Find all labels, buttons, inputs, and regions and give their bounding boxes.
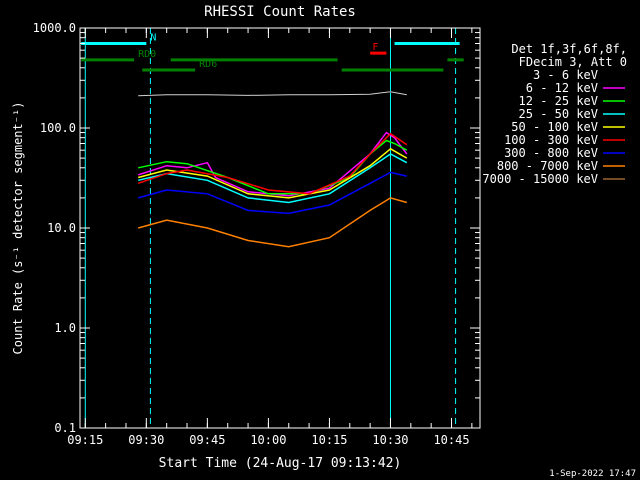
y-tick-label: 1000.0	[33, 21, 76, 35]
annotation-label: F	[372, 42, 378, 53]
x-tick-label: 10:15	[311, 433, 347, 447]
x-tick-label: 09:45	[189, 433, 225, 447]
annotation-label: RD6	[199, 59, 217, 70]
legend-header-line-2: FDecim 3, Att 0	[519, 55, 627, 69]
x-tick-label: 09:15	[67, 433, 103, 447]
series-line	[138, 147, 408, 199]
y-tick-label: 10.0	[47, 221, 76, 235]
x-tick-label: 10:00	[250, 433, 286, 447]
legend-entry-label: 300 - 800 keV	[504, 146, 598, 160]
legend-entry-label: 25 - 50 keV	[519, 107, 598, 121]
annotation-layer: N RD0 RD6 F	[81, 32, 464, 72]
y-tick-label: 1.0	[54, 321, 76, 335]
legend-header-line-1: Det 1f,3f,6f,8f,	[511, 42, 627, 56]
legend-entry-label: 100 - 300 keV	[504, 133, 598, 147]
legend-entry-label: 50 - 100 keV	[511, 120, 598, 134]
series-line	[137, 171, 407, 215]
y-axis-label: Count Rate (s⁻¹ detector segment⁻¹)	[11, 102, 25, 355]
annotation-label: N	[150, 32, 156, 43]
legend-entry-label: 3 - 6 keV	[533, 68, 598, 82]
x-axis-label: Start Time (24-Aug-17 09:13:42)	[159, 456, 402, 471]
legend-entry-label: 7000 - 15000 keV	[482, 172, 598, 186]
axis-layer: 0.1 1.0 10.0 100.0 1000.0 09:15 09:30 09:45 10:0…	[33, 21, 480, 447]
y-tick-label: 100.0	[40, 121, 76, 135]
chart-title: RHESSI Count Rates	[204, 4, 356, 20]
series-line-low-energy	[138, 91, 407, 97]
annotation-label: RD0	[138, 49, 156, 60]
series-line	[137, 132, 408, 195]
y-tick-label: 0.1	[54, 421, 76, 435]
legend-entry-label: 12 - 25 keV	[519, 94, 598, 108]
series-layer	[137, 91, 408, 248]
legend-entry-label: 6 - 12 keV	[526, 81, 598, 95]
footer-date: 1-Sep-2022 17:47	[549, 469, 636, 479]
series-line	[137, 197, 408, 248]
x-tick-label: 10:30	[372, 433, 408, 447]
x-tick-label: 10:45	[433, 433, 469, 447]
x-tick-label: 09:30	[128, 433, 164, 447]
series-line	[138, 153, 408, 204]
legend-entry-label: 800 - 7000 keV	[497, 159, 598, 173]
